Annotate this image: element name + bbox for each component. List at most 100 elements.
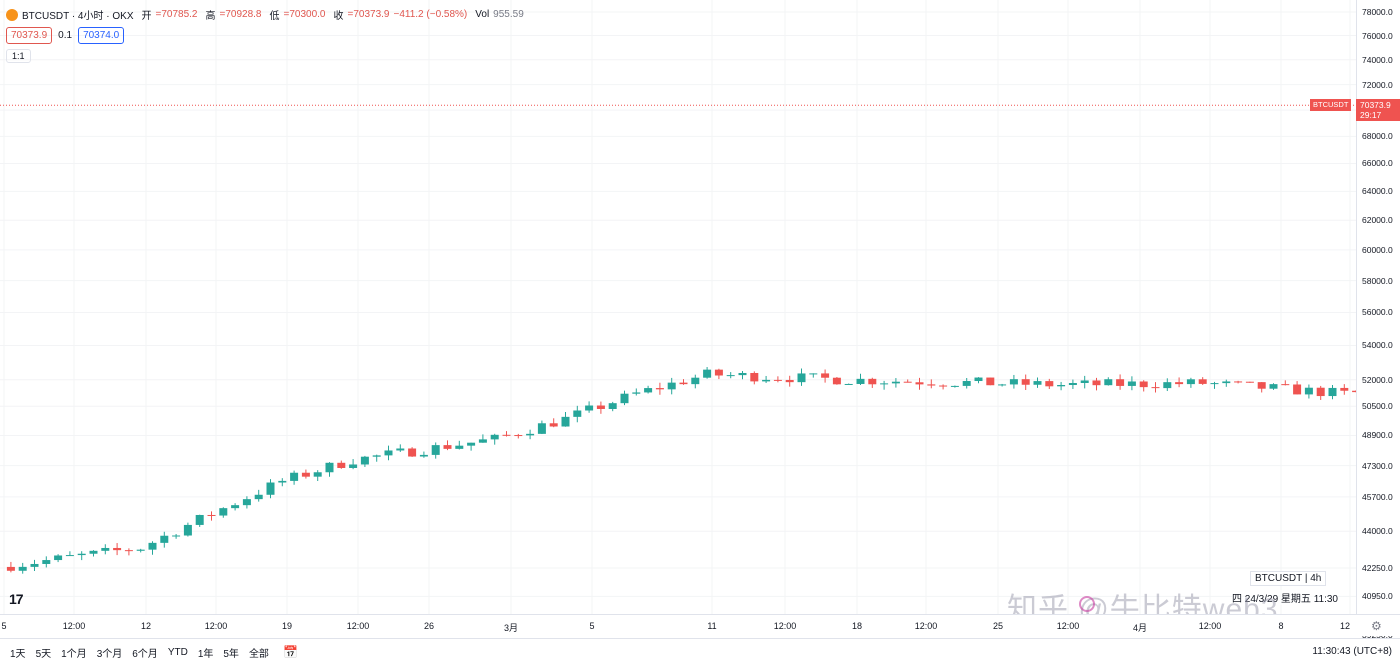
candle-body	[18, 566, 27, 571]
candle-body	[596, 405, 605, 409]
candle-body	[691, 377, 700, 385]
candle-body	[1092, 380, 1101, 386]
price-tick-label: 58000.0	[1362, 275, 1393, 286]
candle-body	[1045, 381, 1054, 387]
range-button[interactable]: 6个月	[132, 645, 158, 660]
range-button[interactable]: 1年	[198, 645, 214, 660]
candle-body	[478, 439, 487, 443]
time-tick-label: 19	[281, 621, 293, 631]
candle-body	[301, 472, 310, 477]
price-tick-label: 64000.0	[1362, 186, 1393, 197]
range-button[interactable]: 全部	[249, 645, 269, 660]
candle-body	[1269, 384, 1278, 389]
range-button[interactable]: 5天	[36, 645, 52, 660]
candle-body	[1186, 379, 1195, 385]
candle-body	[231, 505, 240, 509]
time-tick-label: 12:00	[1056, 621, 1080, 631]
time-tick-label: 18	[851, 621, 863, 631]
time-tick-label: 8	[1278, 621, 1284, 631]
range-button[interactable]: YTD	[167, 646, 188, 658]
candle-body	[207, 514, 216, 516]
candle-body	[620, 393, 629, 404]
candle-body	[89, 550, 98, 554]
candle-body	[360, 456, 369, 465]
time-tick-label: 11	[707, 621, 717, 631]
ohlc-legend: BTCUSDT · 4小时 · OKX 开 =70785.2 高 =70928.8 …	[6, 7, 524, 22]
low-label: 低	[269, 11, 280, 22]
candle-body	[821, 373, 830, 378]
price-tick-label: 48900.0	[1362, 430, 1393, 441]
candle-body	[1293, 384, 1302, 395]
candle-body	[443, 445, 452, 449]
buy-price-button[interactable]: 70374.0	[78, 27, 125, 44]
candlestick-chart[interactable]	[0, 0, 1356, 614]
candle-body	[962, 381, 971, 386]
gear-icon[interactable]: ⚙	[1371, 619, 1382, 633]
candle-body	[856, 378, 865, 384]
change-value: −411.2 (−0.58%)	[393, 9, 468, 20]
tradingview-logo[interactable]: 17	[9, 591, 24, 607]
candle-body	[608, 403, 617, 409]
candle-body	[585, 405, 594, 411]
clock[interactable]: 11:30:43 (UTC+8)	[1312, 646, 1392, 657]
range-button[interactable]: 5年	[223, 645, 239, 660]
candle-body	[77, 553, 86, 556]
candle-body	[1139, 381, 1148, 388]
time-tick-label: 12:00	[1198, 621, 1222, 631]
candle-body	[113, 547, 122, 551]
candle-body	[773, 379, 782, 381]
last-price-label: 70373.9 29:17	[1356, 99, 1400, 121]
candle-body	[939, 385, 948, 387]
calendar-icon[interactable]: 📅	[282, 645, 298, 659]
candle-body	[1328, 387, 1337, 397]
time-tick-label: 12:00	[773, 621, 797, 631]
candle-body	[726, 375, 735, 377]
price-tick-label: 74000.0	[1362, 54, 1393, 65]
watermark: 知乎 @牛比特web3	[1007, 593, 1279, 614]
time-tick-label: 12:00	[346, 621, 370, 631]
time-tick-label: 25	[992, 621, 1004, 631]
bitcoin-icon	[6, 8, 18, 21]
time-tick-label: 5	[589, 621, 595, 631]
candle-body	[950, 385, 959, 387]
candle-body	[561, 416, 570, 427]
last-price-symbol-tag: BTCUSDT	[1310, 99, 1352, 111]
candle-body	[54, 555, 63, 561]
candle-body	[1234, 381, 1243, 383]
bottom-toolbar: 1天 5天 1个月 3个月 6个月 YTD 1年 5年 全部 📅 11:30:43 (UTC+8…	[0, 638, 1400, 665]
candle-body	[419, 454, 428, 457]
range-button[interactable]: 1天	[10, 645, 26, 660]
time-tick-label: 12:00	[914, 621, 938, 631]
series-label: BTCUSDT | 4h	[1250, 571, 1327, 586]
chart-area[interactable]: BTCUSDT · 4小时 · OKX 开 =70785.2 高 =70928.8 …	[0, 0, 1356, 614]
high-value: =70928.8	[219, 9, 262, 20]
candle-body	[1127, 381, 1136, 386]
candle-body	[1080, 380, 1089, 384]
candle-body	[703, 369, 712, 378]
price-tick-label: 52000.0	[1362, 374, 1393, 385]
price-tick-label: 72000.0	[1362, 79, 1393, 90]
range-button[interactable]: 3个月	[97, 645, 123, 660]
ratio-toggle[interactable]: 1:1	[6, 49, 31, 63]
candle-body	[832, 377, 841, 385]
low-value: =70300.0	[283, 9, 326, 20]
time-tick-label: 5	[1, 621, 7, 631]
vol-label: Vol	[475, 9, 490, 20]
range-button[interactable]: 1个月	[61, 645, 87, 660]
candle-body	[844, 383, 853, 385]
time-tick-label: 12	[140, 621, 152, 631]
candle-body	[891, 381, 900, 384]
time-axis[interactable]: ⚙ 5 12:00 12 12:00 19 12:00 26 3月 5 11 12:00 18 12:0…	[0, 614, 1400, 636]
candle-body	[325, 462, 334, 473]
vol-value: 955.59	[493, 9, 524, 20]
sell-price-button[interactable]: 70373.9	[6, 27, 53, 44]
candle-body	[502, 434, 511, 436]
price-axis[interactable]: 78000.076000.074000.072000.070000.068000…	[1356, 0, 1400, 640]
candle-body	[514, 435, 523, 437]
time-tick-label: 12:00	[204, 621, 228, 631]
price-tick-label: 40950.0	[1362, 591, 1393, 602]
candle-body	[880, 383, 889, 385]
symbol-title[interactable]: BTCUSDT · 4小时 · OKX	[22, 11, 134, 22]
spread-value: 0.1	[58, 30, 73, 41]
candle-body	[1116, 379, 1125, 386]
